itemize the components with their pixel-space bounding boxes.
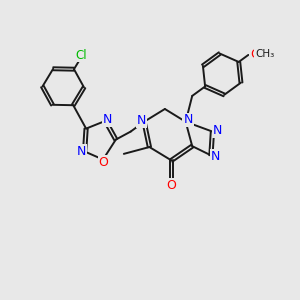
Text: N: N [76, 145, 86, 158]
Text: Cl: Cl [76, 49, 87, 62]
Text: O: O [167, 178, 176, 192]
Text: N: N [137, 114, 146, 127]
Text: N: N [212, 124, 222, 137]
Text: CH₃: CH₃ [255, 49, 274, 59]
Text: O: O [99, 156, 109, 169]
Text: N: N [211, 150, 220, 163]
Text: N: N [103, 113, 112, 126]
Text: N: N [183, 113, 193, 127]
Text: O: O [250, 48, 260, 61]
